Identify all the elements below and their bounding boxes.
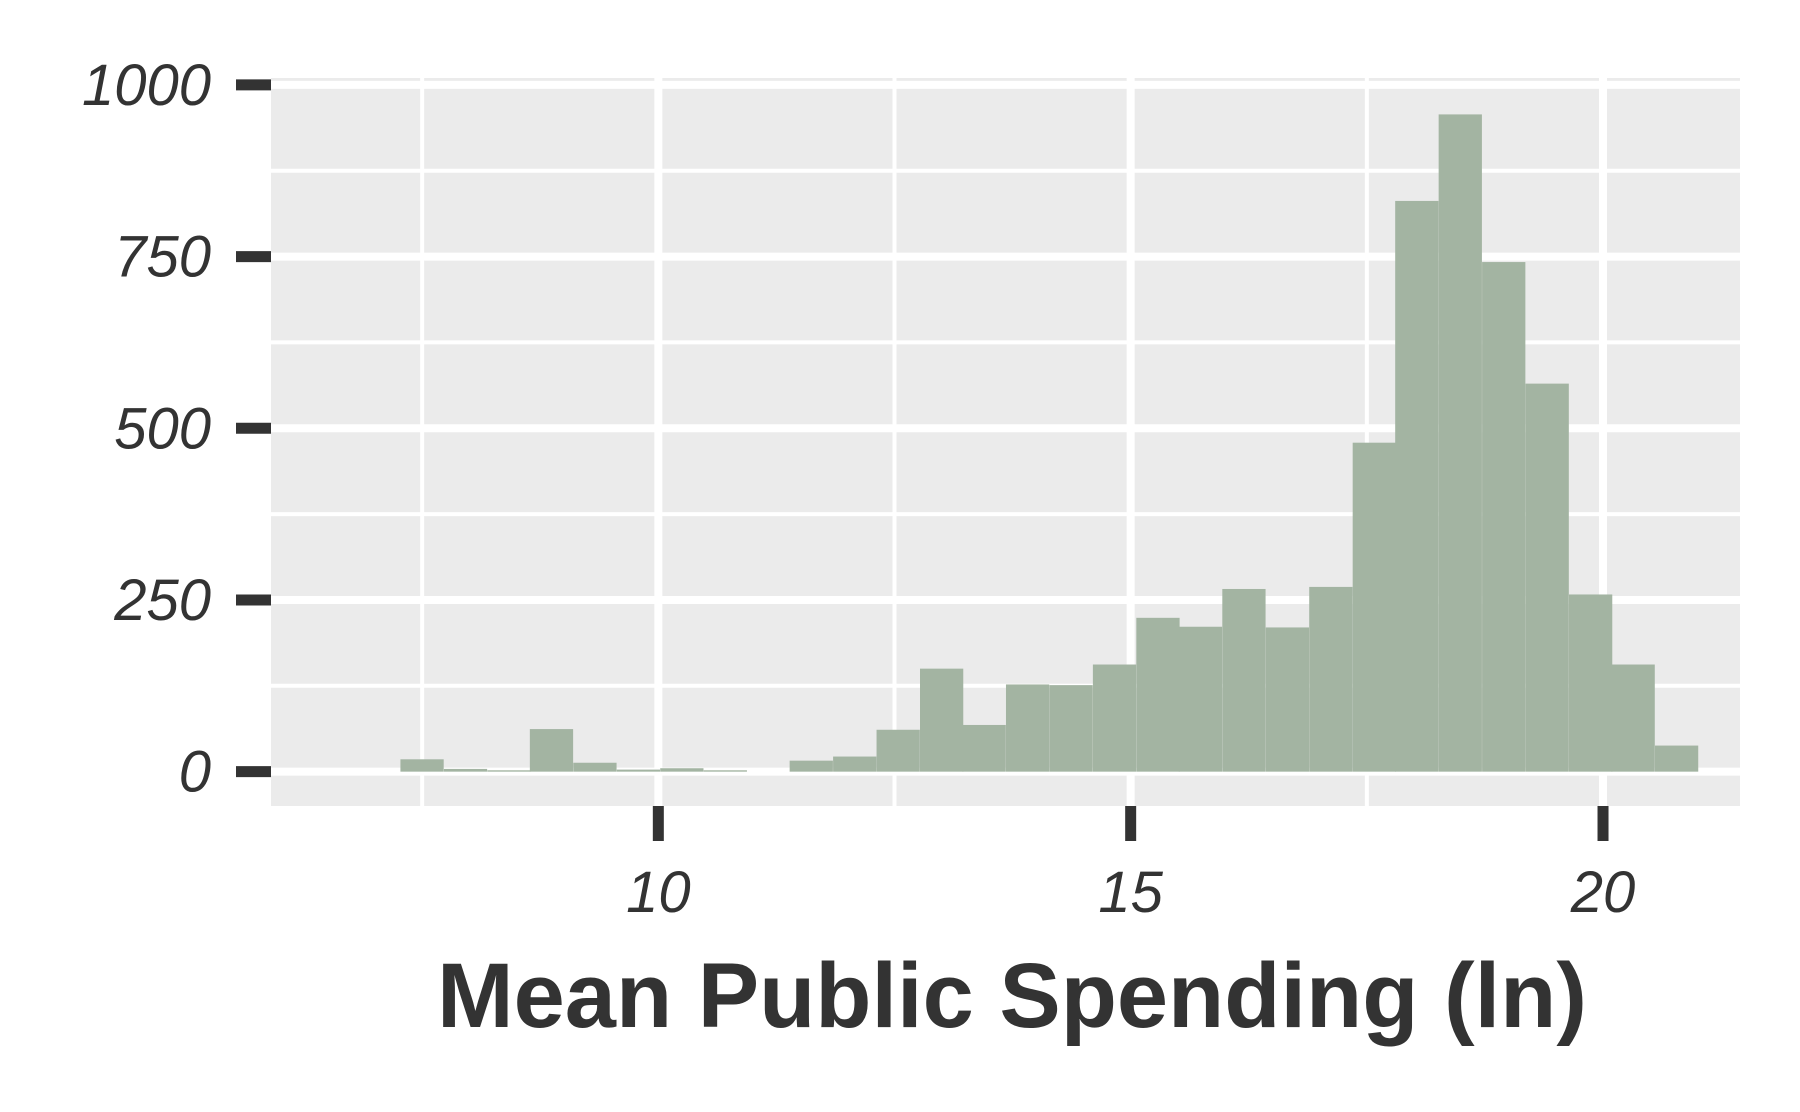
x-tick-label: 10: [626, 860, 691, 925]
histogram-bar: [789, 760, 833, 772]
histogram-bar: [660, 768, 704, 772]
histogram-bar: [1395, 200, 1439, 772]
histogram-bar: [703, 770, 747, 772]
histogram-bar: [1525, 383, 1569, 772]
histogram-bar: [443, 768, 488, 772]
y-tick-label: 1000: [82, 53, 211, 118]
x-tick-label: 15: [1098, 860, 1163, 925]
histogram-bar: [616, 769, 661, 772]
histogram-bar: [1265, 627, 1310, 772]
histogram-bar: [920, 668, 964, 772]
y-tick-label: 750: [114, 225, 211, 290]
x-tick-label: 20: [1570, 860, 1636, 925]
y-tick-label: 0: [179, 740, 211, 805]
histogram-bar: [833, 756, 877, 772]
y-tick-label: 500: [114, 396, 211, 461]
x-axis-title: Mean Public Spending (ln): [437, 945, 1587, 1047]
histogram-bar: [876, 729, 920, 772]
y-tick-label: 250: [113, 568, 211, 633]
histogram-bar: [400, 759, 444, 772]
histogram-bar: [1352, 442, 1396, 772]
histogram-bar: [1005, 684, 1050, 772]
histogram-bar: [1438, 114, 1482, 772]
histogram-bar: [1654, 745, 1699, 772]
histogram-bar: [1222, 588, 1266, 772]
histogram-bar: [1136, 617, 1180, 772]
histogram-bar: [1092, 664, 1137, 772]
histogram-bar: [1049, 685, 1093, 772]
histogram-bar: [962, 724, 1006, 772]
histogram-bar: [573, 762, 617, 772]
histogram-bar: [487, 770, 531, 772]
histogram-bar: [1569, 594, 1613, 772]
histogram-bar: [529, 729, 574, 772]
histogram-bar: [1482, 262, 1526, 772]
histogram-bar: [1611, 664, 1655, 772]
histogram-bar: [1178, 626, 1223, 772]
histogram-bar: [1309, 586, 1353, 772]
